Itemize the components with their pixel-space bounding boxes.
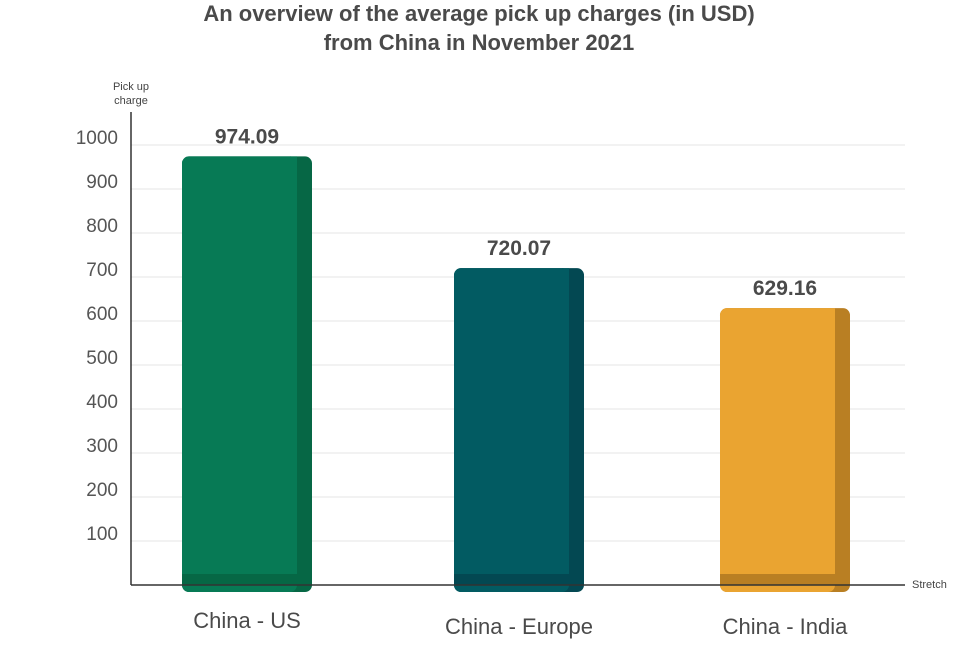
bar-face — [720, 308, 835, 592]
bar-base-band — [720, 574, 850, 585]
bar-face — [182, 156, 297, 593]
y-tick-label: 900 — [86, 172, 118, 193]
x-category-label: China - India — [723, 614, 849, 639]
bar-face-edge — [290, 156, 297, 586]
y-axis-label-line-1: Pick up — [113, 81, 149, 93]
bar-face-edge — [828, 308, 835, 585]
bar-labels: 974.09 China - US 720.07 China - Europe 629.… — [193, 125, 848, 639]
y-tick-label: 500 — [86, 348, 118, 369]
x-axis-label: Stretch — [912, 579, 947, 591]
bar-value-label: 974.09 — [215, 125, 279, 148]
x-category-label: China - Europe — [445, 614, 593, 639]
y-tick-label: 100 — [86, 524, 118, 545]
y-tick-label: 1000 — [76, 128, 118, 149]
chart-title-line-2: from China in November 2021 — [324, 30, 635, 55]
y-tick-label: 700 — [86, 260, 118, 281]
bar-value-label: 629.16 — [753, 277, 817, 300]
y-tick-label: 800 — [86, 216, 118, 237]
y-tick-label: 200 — [86, 480, 118, 501]
bar-base-band — [454, 574, 584, 585]
y-tick-label: 300 — [86, 436, 118, 457]
y-tick-label: 400 — [86, 392, 118, 413]
bar-china-india — [720, 308, 850, 592]
bar-china-us — [182, 156, 312, 593]
y-tick-labels: 100 200 300 400 500 600 700 800 900 1000 — [76, 128, 118, 545]
bar-base-band — [182, 574, 312, 585]
chart-title-line-1: An overview of the average pick up charg… — [203, 1, 754, 26]
x-category-label: China - US — [193, 608, 301, 633]
bars — [182, 156, 850, 593]
bar-face — [454, 268, 569, 592]
y-tick-label: 600 — [86, 304, 118, 325]
y-axis-label-line-2: charge — [114, 95, 148, 107]
bar-china-europe — [454, 268, 584, 592]
bar-face-edge — [562, 268, 569, 585]
bar-value-label: 720.07 — [487, 237, 551, 260]
